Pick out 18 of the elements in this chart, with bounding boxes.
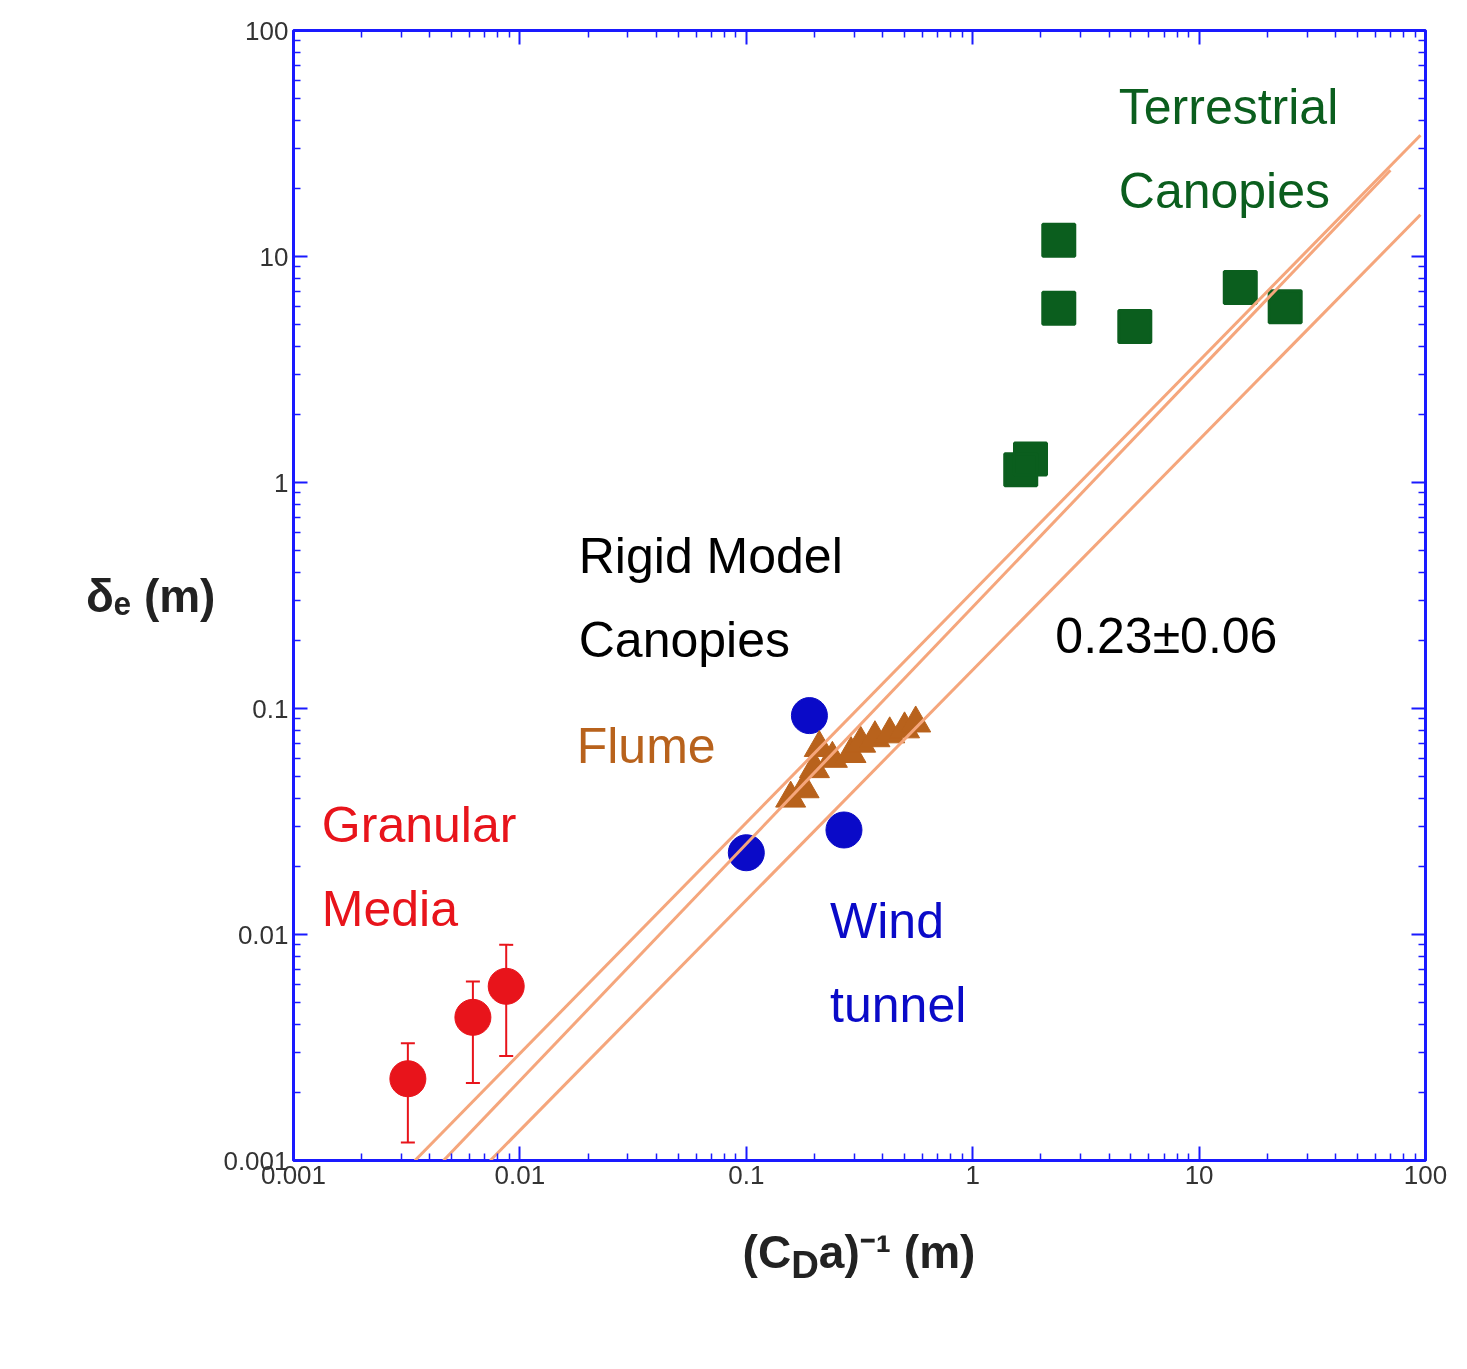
x-tick-label: 10 (1184, 1159, 1214, 1190)
series-label: Terrestrial Canopies (1118, 78, 1339, 219)
x-tick-label: 0.01 (494, 1159, 546, 1190)
y-tick-label: 1 (274, 467, 289, 498)
annotation: Rigid Model Canopies (578, 527, 843, 668)
series-label: Wind tunnel (830, 893, 967, 1034)
series-label: Flume (576, 718, 716, 775)
x-tick-label: 0.1 (728, 1159, 765, 1190)
x-tick-label: 100 (1403, 1159, 1448, 1190)
y-tick-label: 10 (259, 241, 289, 272)
annotation: 0.23±0.06 (1055, 608, 1278, 665)
y-tick-label: 0.1 (252, 693, 289, 724)
x-axis-title: (C$_{D}$a)⁻¹ (m) (742, 1225, 976, 1289)
y-axis-title: δₑ (m) (85, 569, 216, 622)
y-tick-label: 0.01 (237, 919, 289, 950)
y-tick-label: 100 (245, 15, 289, 46)
series-label: Granular Media (321, 797, 517, 938)
x-tick-label: 1 (965, 1159, 980, 1190)
